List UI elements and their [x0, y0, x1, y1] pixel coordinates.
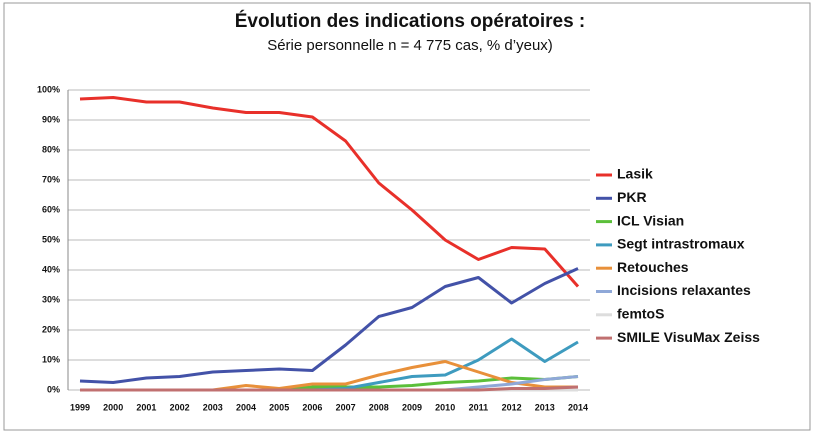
x-tick-label: 2013	[535, 402, 555, 412]
legend-label: Segt intrastromaux	[617, 236, 745, 252]
chart-subtitle: Série personnelle n = 4 775 cas, % d’yeu…	[267, 37, 553, 54]
x-tick-label: 2003	[203, 402, 223, 412]
x-tick-label: 2014	[568, 402, 588, 412]
y-tick-label: 40%	[42, 264, 60, 274]
y-tick-label: 70%	[42, 174, 60, 184]
x-tick-label: 1999	[70, 402, 90, 412]
y-tick-label: 50%	[42, 234, 60, 244]
x-tick-label: 2004	[236, 402, 256, 412]
y-tick-label: 60%	[42, 204, 60, 214]
legend-label: PKR	[617, 189, 647, 205]
x-tick-label: 2005	[269, 402, 289, 412]
legend-label: Lasik	[617, 166, 653, 182]
chart-title: Évolution des indications opératoires :	[235, 10, 586, 32]
x-tick-label: 2000	[103, 402, 123, 412]
y-tick-label: 100%	[37, 84, 60, 94]
y-tick-label: 80%	[42, 144, 60, 154]
y-tick-label: 20%	[42, 324, 60, 334]
x-tick-label: 2012	[502, 402, 522, 412]
y-tick-label: 30%	[42, 294, 60, 304]
legend-label: Incisions relaxantes	[617, 282, 751, 298]
x-tick-label: 2002	[170, 402, 190, 412]
series-line	[80, 385, 579, 392]
x-tick-label: 2011	[469, 402, 489, 412]
y-tick-label: 10%	[42, 354, 60, 364]
y-tick-label: 90%	[42, 114, 60, 124]
x-tick-label: 2009	[402, 402, 422, 412]
series-line	[79, 267, 579, 384]
x-tick-label: 2006	[302, 402, 322, 412]
x-tick-label: 2007	[336, 402, 356, 412]
series-line	[79, 96, 580, 288]
frame	[3, 2, 811, 431]
y-tick-label: 0%	[47, 384, 60, 394]
legend-label: SMILE VisuMax Zeiss	[617, 329, 760, 345]
legend-label: femtoS	[617, 306, 664, 322]
legend-label: Retouches	[617, 259, 689, 275]
legend-label: ICL Visian	[617, 212, 684, 228]
x-tick-label: 2008	[369, 402, 389, 412]
series-line	[80, 337, 579, 392]
x-tick-label: 2001	[136, 402, 156, 412]
x-tick-label: 2010	[435, 402, 455, 412]
